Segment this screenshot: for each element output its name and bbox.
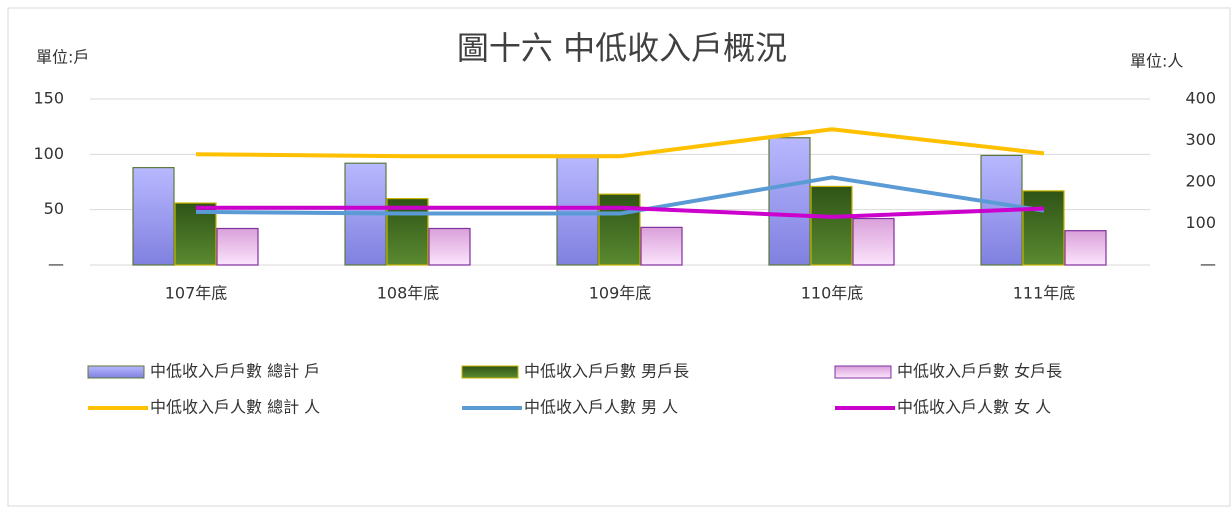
y-tick-label: 100 xyxy=(33,144,64,163)
x-tick-label: 110年底 xyxy=(801,284,864,303)
line-series xyxy=(195,127,1045,159)
y-tick-label: — xyxy=(48,255,64,274)
bar xyxy=(216,227,259,266)
legend-label: 中低收入戶戶數 總計 戶 xyxy=(150,362,320,381)
legend-label: 中低收入戶戶數 女戶長 xyxy=(897,362,1062,381)
bar xyxy=(132,167,175,266)
bar xyxy=(852,217,895,266)
y-axis-label: 單位:戶 xyxy=(36,48,89,67)
y-tick-label: 50 xyxy=(44,199,64,218)
legend-label: 中低收入戶戶數 男戶長 xyxy=(524,362,689,381)
bar xyxy=(598,193,641,266)
line-series xyxy=(195,175,1045,216)
y2-tick-label: — xyxy=(1200,255,1216,274)
line-series xyxy=(196,205,1045,219)
legend-label: 中低收入戶人數 女 人 xyxy=(897,398,1051,417)
bar xyxy=(768,137,811,266)
legend-label: 中低收入戶人數 男 人 xyxy=(524,398,678,417)
bar xyxy=(810,185,853,266)
y2-tick-label: 200 xyxy=(1185,172,1216,191)
bar xyxy=(556,155,599,266)
y2-tick-label: 100 xyxy=(1185,213,1216,232)
x-tick-label: 111年底 xyxy=(1013,284,1076,303)
legend-label: 中低收入戶人數 總計 人 xyxy=(150,398,320,417)
y-tick-label: 150 xyxy=(33,89,64,108)
bar xyxy=(1022,190,1065,266)
y2-axis-label: 單位:人 xyxy=(1130,52,1183,71)
x-tick-label: 107年底 xyxy=(165,284,228,303)
x-tick-label: 109年底 xyxy=(589,284,652,303)
legend-swatch xyxy=(461,365,519,379)
x-tick-label: 108年底 xyxy=(377,284,440,303)
bar xyxy=(640,226,683,266)
legend-swatch xyxy=(87,365,145,379)
y2-tick-label: 400 xyxy=(1185,89,1216,108)
bar xyxy=(1064,230,1107,266)
bar xyxy=(428,227,471,266)
y2-tick-label: 300 xyxy=(1185,130,1216,149)
legend-swatch xyxy=(834,365,892,379)
chart-title: 圖十六 中低收入戶概況 xyxy=(457,29,787,67)
